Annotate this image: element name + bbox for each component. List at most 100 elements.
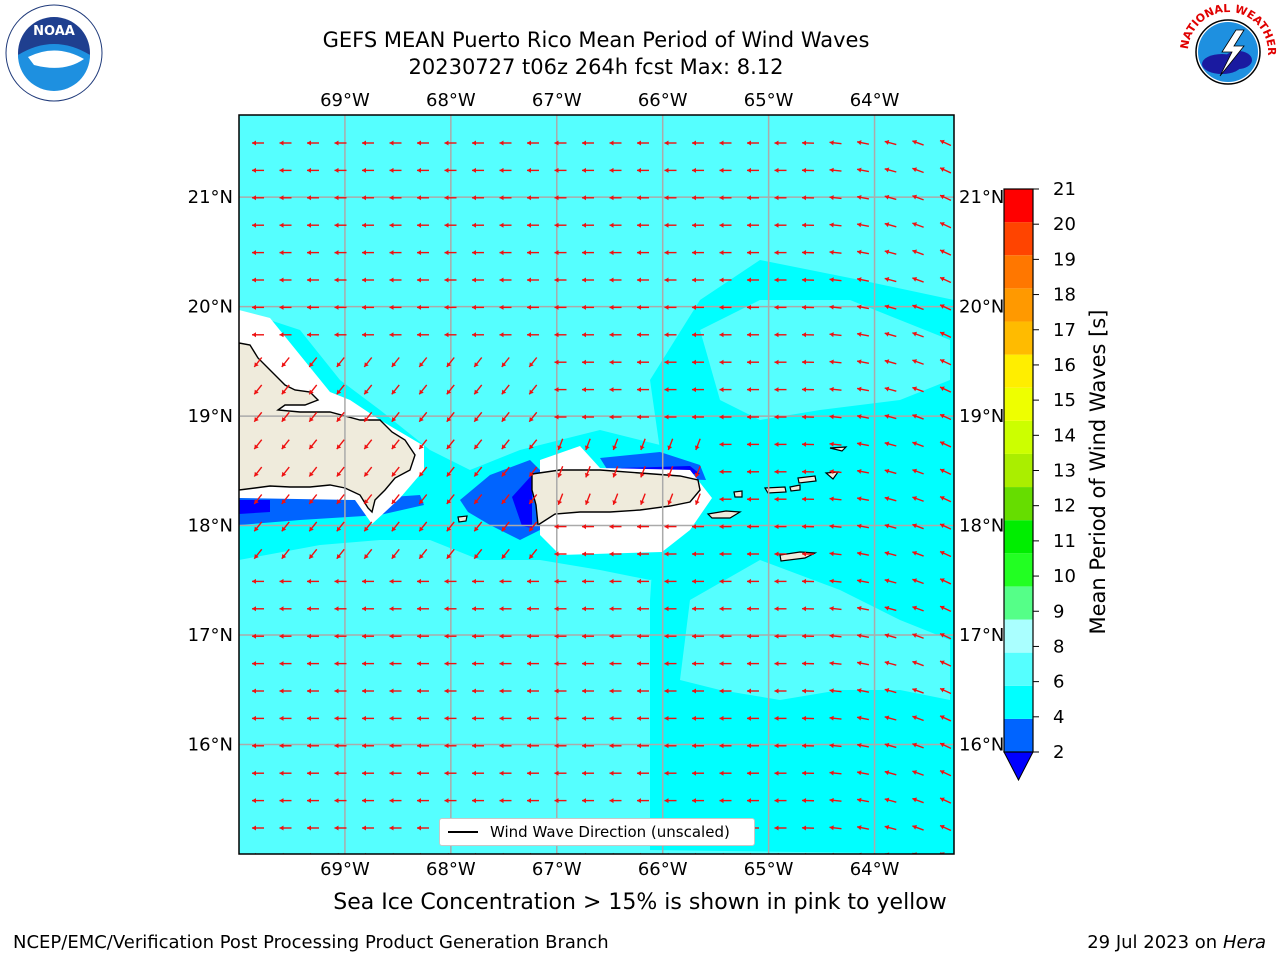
direction-arrow	[527, 770, 539, 776]
direction-arrow	[444, 688, 457, 694]
direction-arrow	[501, 384, 510, 395]
direction-arrow	[582, 332, 594, 338]
direction-arrow	[389, 798, 402, 804]
direction-arrow	[939, 660, 952, 667]
direction-arrow	[856, 523, 870, 529]
direction-arrow	[856, 660, 870, 666]
direction-arrow	[884, 468, 897, 475]
direction-arrow	[499, 277, 512, 283]
direction-arrow	[912, 523, 924, 530]
direction-arrow	[389, 332, 402, 338]
direction-arrow	[473, 439, 483, 450]
direction-arrow	[307, 743, 319, 749]
direction-arrow	[609, 524, 622, 530]
direction-arrow	[747, 414, 759, 420]
direction-arrow	[307, 277, 319, 283]
colorbar-segment	[1004, 222, 1033, 256]
direction-arrow	[747, 359, 759, 365]
direction-arrow	[692, 250, 704, 256]
direction-arrow	[719, 606, 732, 612]
direction-arrow	[912, 605, 924, 612]
direction-arrow	[527, 332, 539, 338]
direction-arrow	[389, 140, 402, 146]
direction-arrow	[391, 384, 400, 395]
direction-arrow	[939, 304, 952, 311]
direction-arrow	[829, 332, 842, 338]
direction-arrow	[362, 578, 374, 584]
direction-arrow	[939, 359, 952, 366]
direction-arrow	[499, 222, 512, 228]
direction-arrow	[554, 606, 567, 612]
direction-arrow	[527, 222, 539, 228]
direction-arrow	[279, 332, 292, 338]
direction-arrow	[774, 688, 787, 694]
direction-arrow	[692, 222, 704, 228]
direction-arrow	[499, 661, 512, 667]
direction-arrow	[582, 798, 594, 804]
direction-arrow	[664, 359, 677, 365]
direction-arrow	[884, 441, 897, 447]
direction-arrow	[334, 277, 347, 283]
direction-arrow	[609, 798, 622, 804]
direction-arrow	[667, 438, 674, 451]
colorbar-segment	[1004, 387, 1033, 421]
direction-arrow	[774, 359, 787, 365]
direction-arrow	[747, 606, 759, 612]
direction-arrow	[252, 743, 264, 749]
direction-arrow	[801, 798, 815, 804]
direction-arrow	[499, 606, 512, 612]
direction-arrow	[856, 194, 870, 200]
direction-arrow	[829, 523, 842, 529]
map-legend: Wind Wave Direction (unscaled)	[439, 818, 755, 846]
direction-arrow	[692, 661, 704, 667]
direction-arrow	[884, 359, 897, 365]
direction-arrow	[527, 715, 539, 721]
direction-arrow	[664, 304, 677, 310]
direction-arrow	[252, 688, 264, 694]
direction-arrow	[501, 521, 510, 532]
direction-arrow	[939, 441, 952, 448]
direction-arrow	[829, 797, 842, 803]
direction-arrow	[692, 414, 704, 420]
direction-arrow	[719, 770, 732, 776]
direction-arrow	[637, 551, 649, 557]
direction-arrow	[719, 222, 732, 228]
direction-arrow	[389, 661, 402, 667]
direction-arrow	[336, 521, 345, 532]
direction-arrow	[307, 222, 319, 228]
colorbar-segment	[1004, 288, 1033, 322]
direction-arrow	[829, 140, 842, 146]
direction-arrow	[637, 140, 649, 146]
direction-arrow	[747, 578, 759, 584]
legend-line-icon	[448, 831, 478, 833]
direction-arrow	[609, 770, 622, 776]
direction-arrow	[719, 167, 732, 173]
direction-arrow	[472, 688, 484, 694]
direction-arrow	[939, 550, 952, 558]
direction-arrow	[856, 578, 870, 584]
direction-arrow	[473, 466, 483, 477]
direction-arrow	[252, 578, 264, 584]
direction-arrow	[554, 140, 567, 146]
colorbar-tick-label: 9	[1053, 601, 1064, 622]
direction-arrow	[692, 715, 704, 721]
direction-arrow	[446, 466, 455, 477]
direction-arrow	[446, 384, 455, 395]
direction-arrow	[747, 715, 759, 721]
direction-arrow	[336, 548, 345, 560]
direction-arrow	[554, 798, 567, 804]
direction-arrow	[801, 140, 815, 146]
direction-arrow	[912, 797, 924, 804]
direction-arrow	[664, 250, 677, 256]
direction-arrow	[582, 277, 594, 283]
direction-arrow	[912, 386, 924, 393]
direction-arrow	[336, 384, 345, 395]
direction-arrow	[391, 494, 400, 505]
direction-arrow	[499, 250, 512, 256]
direction-arrow	[362, 688, 374, 694]
direction-arrow	[719, 140, 732, 146]
direction-arrow	[554, 715, 567, 721]
direction-arrow	[694, 438, 701, 451]
direction-arrow	[856, 304, 870, 310]
direction-arrow	[801, 606, 815, 612]
